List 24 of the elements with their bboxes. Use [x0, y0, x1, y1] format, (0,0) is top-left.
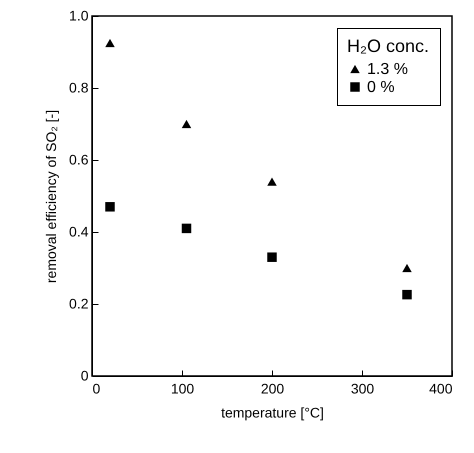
y-tick-label: 0 [80, 368, 89, 384]
legend-label: 0 % [367, 79, 395, 96]
point [267, 252, 277, 262]
point [267, 177, 277, 186]
x-tick-label: 400 [429, 380, 453, 396]
point [105, 38, 115, 48]
y-axis-title: removal efficiency of SO₂ [-] [43, 110, 60, 284]
point [182, 120, 192, 128]
point [402, 290, 412, 300]
y-tick-label: 0.6 [69, 152, 89, 168]
legend-title: H₂O conc. [347, 36, 430, 56]
legend-label: 1.3 % [367, 61, 408, 78]
point [402, 264, 412, 272]
point [105, 202, 115, 212]
x-tick-label: 0 [92, 380, 100, 396]
x-axis-title: temperature [°C] [221, 404, 324, 420]
y-tick-label: 1.0 [69, 8, 89, 24]
x-tick-label: 200 [260, 380, 284, 396]
y-tick-label: 0.4 [69, 224, 89, 240]
x-tick-label: 300 [350, 380, 374, 396]
x-tick-label: 100 [170, 380, 194, 396]
y-tick-label: 0.8 [69, 80, 89, 96]
y-tick-label: 0.2 [69, 296, 89, 312]
point [182, 224, 192, 234]
